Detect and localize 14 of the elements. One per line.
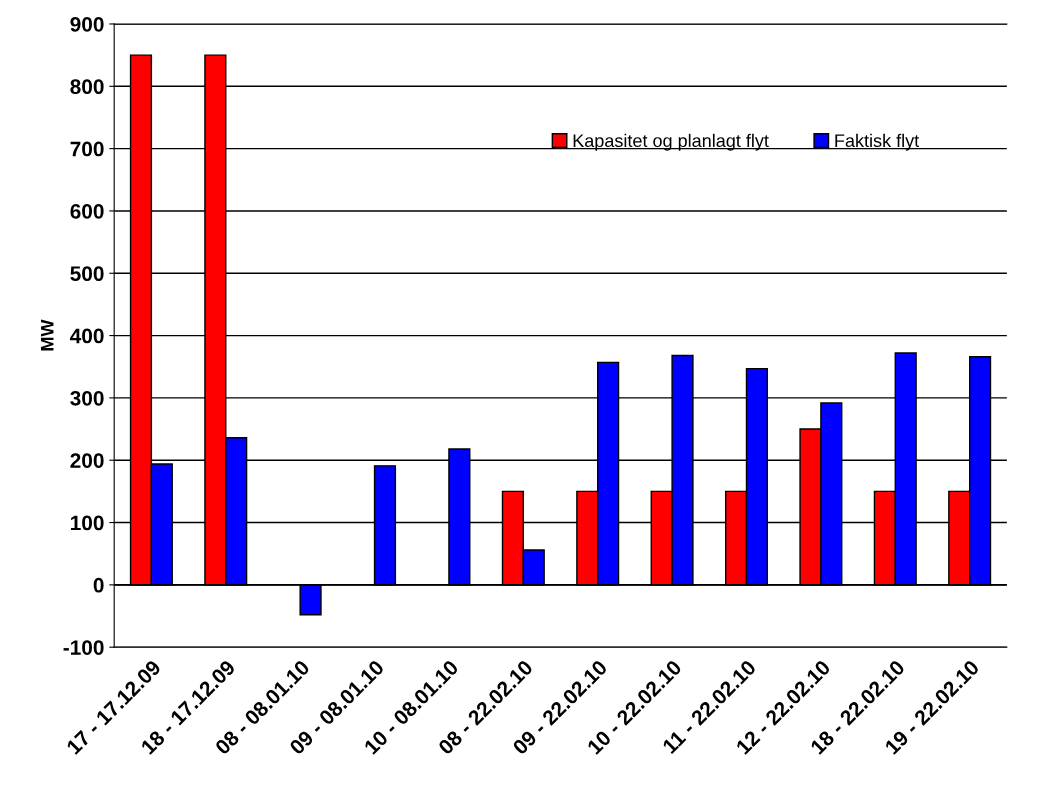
- y-axis-title: MW: [41, 319, 54, 351]
- y-tick-label: 100: [71, 515, 104, 531]
- y-tick-label: 400: [70, 328, 104, 344]
- y-tick-label: 700: [70, 141, 104, 157]
- y-tick-label: 600: [70, 203, 104, 219]
- y-tick-label: -100: [63, 640, 104, 655]
- y-tick-label: 800: [70, 79, 104, 95]
- y-tick-label: 900: [70, 16, 104, 32]
- y-tick-label: 300: [70, 390, 104, 406]
- y-tick-label: 0: [93, 577, 104, 593]
- legend-label: Faktisk flyt: [835, 133, 920, 151]
- y-tick-label: 200: [70, 453, 104, 468]
- legend-label: Kapasitet og planlagt flyt: [573, 133, 769, 151]
- y-tick-label: 500: [70, 266, 104, 282]
